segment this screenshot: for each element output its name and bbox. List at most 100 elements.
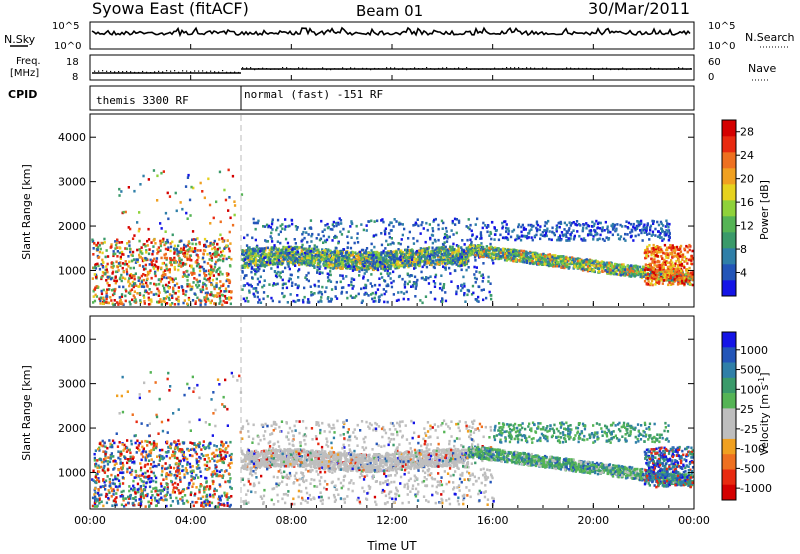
data-cell [256, 283, 260, 286]
nave-dot [558, 68, 560, 70]
data-cell [485, 252, 488, 256]
data-cell [421, 221, 424, 224]
data-cell [381, 218, 384, 221]
nave-dot [98, 70, 100, 72]
data-cell [378, 277, 381, 280]
data-cell [193, 250, 197, 253]
nave-dot [386, 67, 388, 69]
data-cell [408, 280, 411, 283]
data-cell [247, 254, 250, 258]
freq-tick-max: 18 [66, 57, 79, 68]
data-cell [477, 295, 480, 299]
data-cell [417, 255, 420, 259]
data-cell [152, 245, 155, 248]
data-cell [610, 261, 613, 265]
data-cell [181, 288, 185, 292]
data-cell [216, 292, 219, 295]
data-cell [252, 221, 256, 225]
data-cell [249, 252, 252, 256]
nave-dot [522, 68, 524, 70]
data-cell [211, 247, 214, 251]
data-cell [250, 270, 253, 274]
data-cell [349, 246, 353, 250]
data-cell [301, 232, 304, 236]
data-cell [484, 224, 487, 227]
data-cell [434, 297, 437, 301]
data-cell [389, 256, 392, 260]
data-cell [144, 263, 147, 267]
data-cell [352, 265, 356, 269]
data-cell [614, 265, 617, 268]
data-cell [323, 264, 326, 267]
data-cell [442, 265, 445, 268]
data-cell [400, 238, 403, 241]
data-cell [444, 262, 447, 265]
data-cell [438, 246, 441, 249]
data-cell [262, 225, 265, 228]
data-cell [158, 282, 161, 286]
data-cell [383, 265, 386, 269]
data-cell [672, 280, 675, 283]
data-cell [251, 265, 254, 269]
data-cell [476, 249, 480, 253]
data-cell [420, 250, 424, 254]
data-cell [428, 223, 431, 226]
data-cell [420, 223, 423, 227]
data-cell [227, 278, 230, 282]
data-cell [93, 273, 96, 276]
data-cell [402, 292, 406, 295]
data-cell [504, 254, 507, 258]
data-cell [657, 278, 660, 281]
data-cell [358, 250, 361, 254]
data-cell [170, 263, 173, 267]
data-cell [576, 266, 579, 270]
data-cell [246, 253, 249, 257]
data-cell [571, 256, 574, 259]
data-cell [384, 267, 388, 271]
data-cell [254, 262, 258, 266]
data-cell [320, 219, 323, 223]
data-cell [182, 246, 186, 250]
nave-dot [242, 67, 244, 69]
data-cell [142, 294, 145, 297]
data-cell [668, 278, 671, 281]
data-cell [336, 249, 339, 253]
data-cell [282, 245, 285, 249]
data-cell [452, 248, 455, 251]
data-cell [600, 267, 604, 270]
data-cell [424, 295, 428, 298]
data-cell [451, 248, 454, 251]
nave-dot [662, 68, 664, 70]
data-cell [254, 238, 257, 242]
data-cell [292, 299, 295, 303]
data-cell [442, 286, 445, 290]
data-cell [442, 260, 445, 264]
data-cell [428, 253, 431, 256]
data-cell [455, 290, 458, 294]
data-cell [444, 299, 448, 303]
data-cell [685, 276, 688, 280]
data-cell [339, 219, 343, 222]
data-cell [96, 254, 99, 258]
data-cell [241, 288, 244, 291]
data-cell [503, 247, 507, 251]
data-cell [231, 223, 235, 227]
data-cell [203, 277, 206, 280]
data-cell [258, 250, 262, 253]
data-cell [427, 249, 430, 252]
data-cell [572, 257, 575, 261]
data-cell [147, 227, 150, 231]
data-cell [117, 303, 120, 306]
data-cell [463, 282, 466, 286]
data-cell [398, 221, 401, 225]
data-cell [245, 249, 248, 252]
data-cell [381, 256, 384, 259]
data-cell [133, 290, 136, 293]
data-cell [160, 256, 163, 260]
data-cell [365, 292, 368, 296]
data-cell [351, 222, 354, 226]
nave-dot [206, 71, 208, 73]
data-cell [335, 252, 338, 255]
data-cell [390, 237, 393, 240]
data-cell [380, 293, 383, 297]
